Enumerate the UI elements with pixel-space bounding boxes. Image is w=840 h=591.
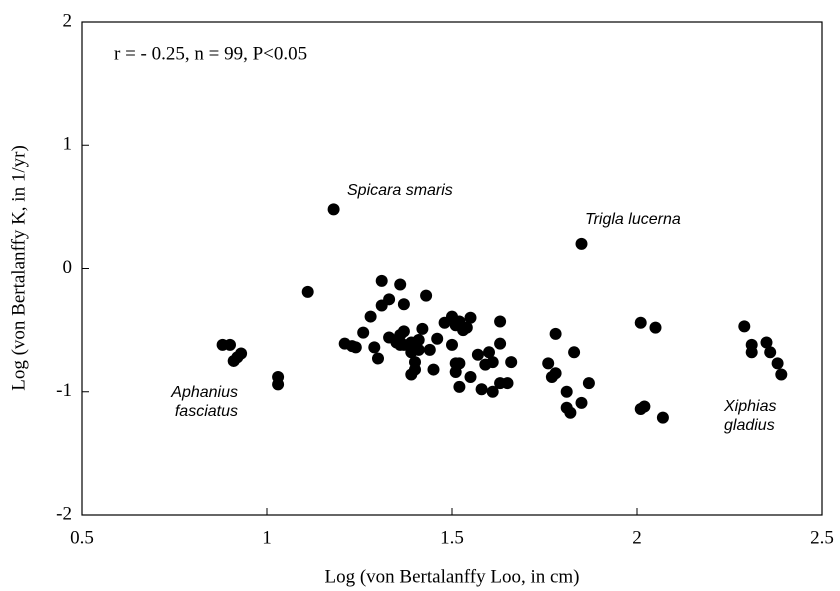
y-tick-label: -2	[56, 503, 72, 524]
x-axis-label: Log (von Bertalanffy Loo, in cm)	[324, 566, 579, 587]
point	[549, 367, 562, 380]
point	[394, 278, 407, 291]
point	[394, 338, 407, 351]
point	[453, 357, 466, 370]
point	[457, 324, 470, 337]
point	[235, 347, 248, 360]
point	[397, 325, 410, 338]
x-tick-label: 2.5	[810, 527, 834, 548]
x-tick-label: 0.5	[70, 527, 94, 548]
point	[634, 316, 647, 329]
point	[649, 321, 662, 334]
point	[494, 315, 507, 328]
point	[224, 338, 236, 351]
point	[383, 293, 396, 306]
annotation: fasciatus	[175, 403, 238, 420]
point	[656, 411, 669, 424]
x-tick-label: 1.5	[440, 527, 464, 548]
point	[416, 322, 429, 335]
point	[494, 337, 507, 350]
point	[475, 383, 488, 396]
stat-text: r = - 0.25, n = 99, P<0.05	[114, 43, 307, 64]
point	[575, 396, 588, 409]
y-axis-label: Log (von Bertalanffy K, in 1/yr)	[8, 145, 29, 391]
point	[483, 346, 495, 359]
point	[357, 326, 370, 339]
point	[420, 289, 433, 302]
point	[505, 356, 518, 369]
x-tick-label: 2	[632, 527, 642, 548]
point	[764, 346, 777, 359]
point	[486, 356, 499, 369]
point	[745, 346, 758, 359]
point	[349, 341, 362, 354]
point	[464, 311, 477, 324]
point	[575, 237, 588, 250]
point	[738, 320, 751, 333]
point	[446, 338, 458, 351]
point	[564, 406, 577, 419]
point	[301, 285, 314, 298]
point	[427, 363, 440, 376]
point	[375, 274, 388, 287]
annotation: gladius	[724, 417, 775, 434]
point	[412, 333, 425, 346]
y-tick-label: 1	[63, 134, 73, 155]
point	[501, 377, 514, 390]
point	[464, 370, 477, 383]
point	[560, 385, 573, 398]
y-tick-label: 0	[63, 257, 73, 278]
point	[412, 343, 425, 356]
point	[423, 343, 436, 356]
point	[431, 332, 444, 345]
point	[542, 357, 555, 370]
point	[397, 298, 410, 311]
point	[372, 352, 384, 365]
annotation: Spicara smaris	[347, 182, 453, 199]
y-tick-label: -1	[56, 380, 72, 401]
point	[453, 380, 466, 393]
point	[582, 377, 595, 390]
point	[272, 378, 285, 391]
point	[568, 346, 581, 359]
point	[327, 203, 340, 216]
point	[760, 336, 773, 349]
plot-frame	[81, 21, 823, 516]
point	[638, 400, 651, 413]
point	[549, 327, 562, 340]
annotation: Aphanius	[170, 384, 238, 401]
annotation: Trigla lucerna	[585, 211, 681, 228]
point	[409, 363, 421, 376]
point	[486, 385, 499, 398]
x-tick-label: 1	[262, 527, 272, 548]
y-tick-label: 2	[63, 10, 73, 31]
point	[775, 368, 788, 381]
point	[368, 341, 381, 354]
point	[771, 357, 784, 370]
point	[364, 310, 377, 323]
annotation: Xiphias	[723, 398, 776, 415]
point	[471, 348, 484, 361]
